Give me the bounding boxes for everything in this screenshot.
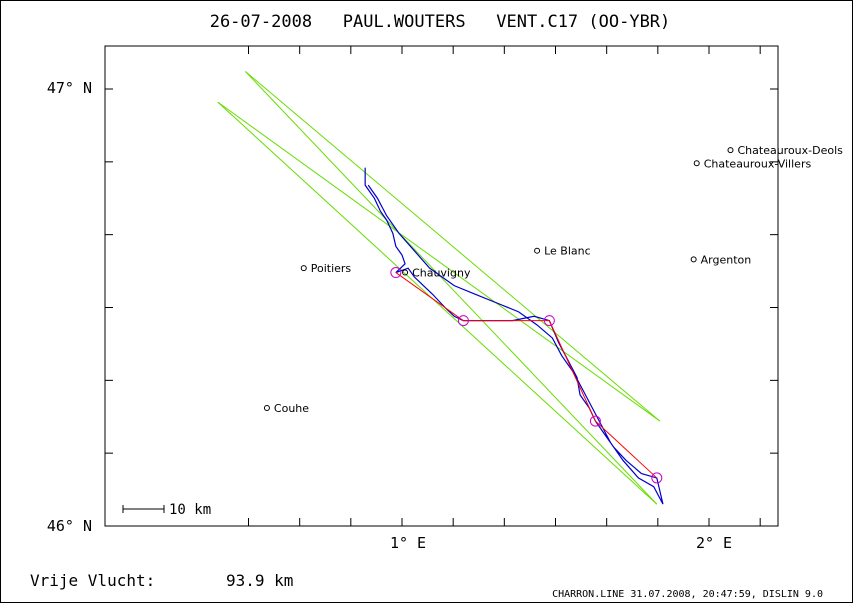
place-marker: [690, 256, 697, 263]
turnpoint-marker: [390, 267, 402, 279]
place-label: Chateauroux-Villers: [704, 157, 812, 170]
plot-area: [104, 45, 779, 527]
scale-bar: 10 km: [122, 502, 211, 518]
distance-label: Vrije Vlucht:: [30, 571, 155, 590]
software-credit: CHARRON.LINE 31.07.2008, 20:47:59, DISLI…: [552, 589, 823, 600]
scale-bar-label: 10 km: [169, 502, 211, 518]
place-marker: [693, 160, 700, 167]
place-label: Chateauroux-Deols: [737, 144, 843, 157]
turnpoint-marker: [457, 315, 469, 327]
map-title: 26-07-2008 PAUL.WOUTERS VENT.C17 (OO-YBR…: [210, 12, 671, 32]
place-label: Couhe: [274, 402, 309, 415]
place-marker: [534, 247, 541, 254]
lon-label-2: 2° E: [696, 534, 732, 552]
sector-lines: [217, 71, 661, 505]
place-label: Le Blanc: [544, 245, 591, 258]
place-label: Chauvigny: [412, 267, 471, 280]
turnpoint-markers: [390, 267, 663, 484]
place-marker: [727, 147, 734, 154]
sector-line: [245, 71, 661, 422]
axis-ticks: [105, 46, 778, 527]
sector-line: [217, 101, 658, 505]
lon-label-1: 1° E: [390, 534, 426, 552]
lat-label-47: 47° N: [47, 79, 92, 97]
sector-line: [217, 101, 661, 422]
turnpoint-marker: [589, 415, 601, 427]
place-marker: [402, 269, 409, 276]
lat-label-46: 46° N: [47, 517, 92, 535]
place-label: Poitiers: [311, 262, 352, 275]
turnpoint-marker: [543, 315, 555, 327]
task-route: [395, 272, 658, 479]
place-label: Argenton: [701, 253, 752, 266]
turnpoint-marker: [651, 472, 663, 484]
flight-track: [364, 167, 664, 505]
place-marker: [263, 405, 270, 412]
place-marker: [300, 265, 307, 272]
sector-line: [245, 71, 658, 505]
distance-value: 93.9 km: [226, 571, 293, 590]
